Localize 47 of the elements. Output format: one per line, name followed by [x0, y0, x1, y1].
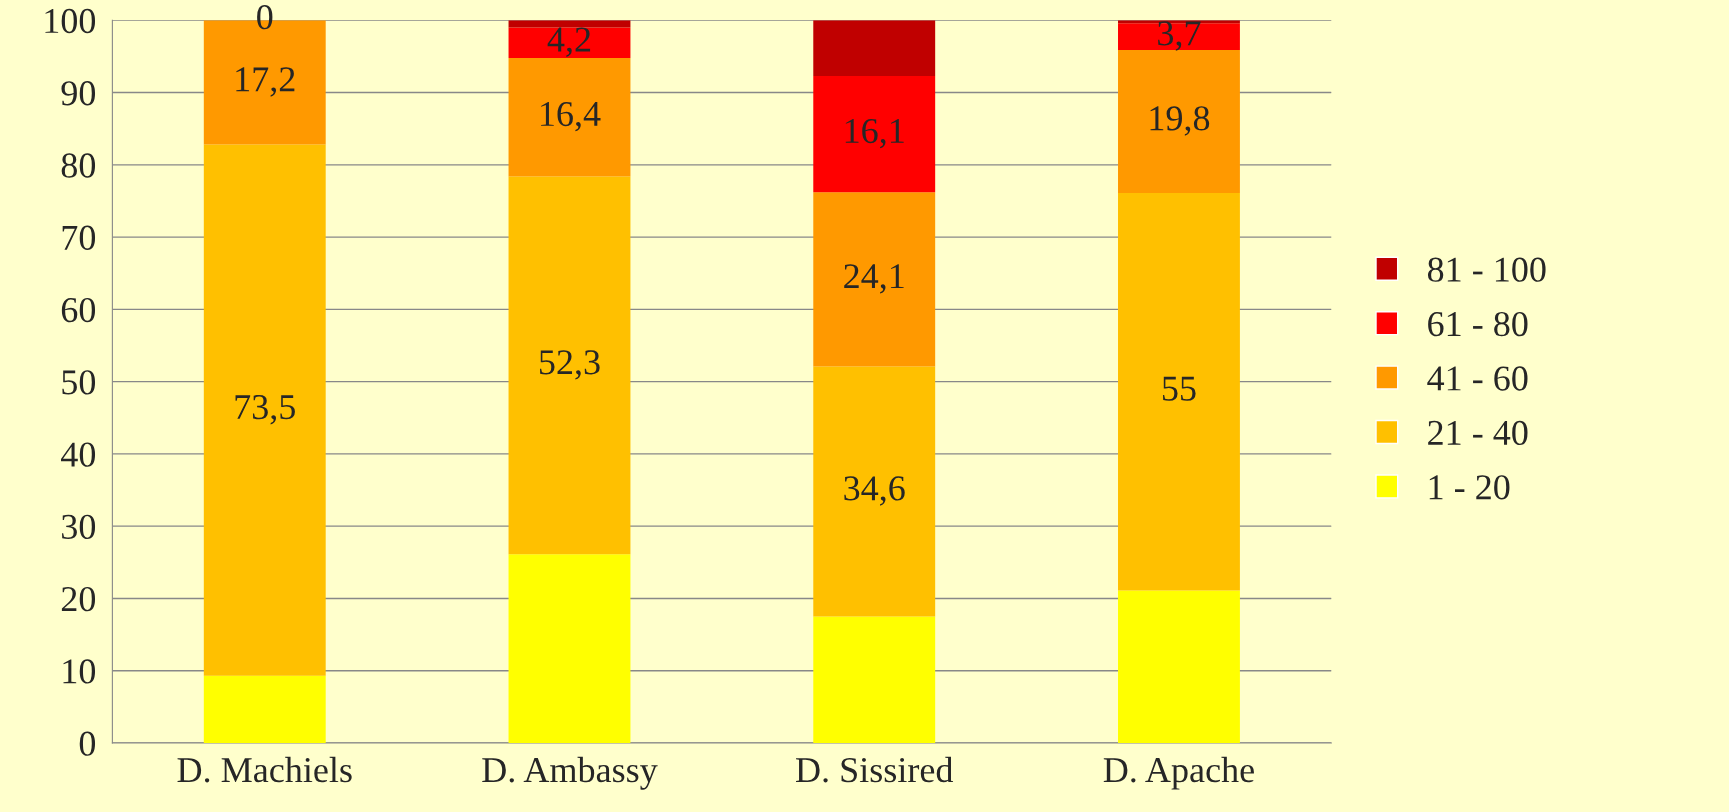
x-tick-label: D. Apache: [1103, 756, 1254, 790]
bar: [1118, 23, 1240, 50]
x-tick-label: D. Sissired: [796, 756, 954, 783]
y-tick-label: 30: [62, 514, 96, 540]
bar: [813, 20, 936, 76]
x-tick-label: D. Machiels: [177, 756, 352, 783]
legend-label: 41 - 60: [1427, 366, 1528, 391]
bar: [1118, 49, 1240, 194]
bar: [203, 675, 326, 743]
data-label: 4,2: [547, 27, 591, 57]
data-label: 24,1: [844, 264, 904, 294]
data-label: 34,6: [844, 476, 905, 506]
data-label: 16,1: [845, 118, 904, 149]
y-tick-label: 70: [62, 225, 96, 250]
bar: [813, 75, 936, 193]
bar: [813, 192, 936, 367]
bar: [1118, 193, 1240, 591]
y-tick-label: 60: [61, 297, 96, 323]
data-label: 16,4: [541, 101, 601, 132]
bar: [508, 20, 631, 28]
x-tick-label: D. Ambassy: [482, 756, 658, 790]
bar: [508, 27, 631, 58]
bar: [813, 616, 936, 743]
y-tick-label: 90: [61, 81, 96, 106]
legend-label: 21 - 40: [1428, 420, 1528, 446]
data-label: 3,7: [1158, 21, 1201, 51]
y-tick-label: 10: [63, 659, 96, 684]
bar: [203, 144, 326, 676]
data-label: 19,8: [1150, 106, 1210, 136]
bar: [508, 176, 631, 555]
bar: [1118, 590, 1240, 743]
data-label: 73,5: [235, 394, 295, 425]
data-label: 55: [1163, 376, 1196, 401]
bar: [508, 57, 631, 177]
legend-label: 61 - 80: [1428, 311, 1528, 337]
data-label: 17,2: [236, 67, 295, 97]
y-tick-label: 40: [61, 442, 96, 467]
y-tick-label: 100: [45, 8, 96, 34]
y-tick-label: 0: [79, 731, 96, 756]
legend-label: 1 - 20: [1429, 475, 1510, 500]
bar: [813, 366, 936, 617]
bar: [508, 554, 631, 743]
y-tick-label: 80: [61, 153, 96, 178]
legend-label: 81 - 100: [1427, 257, 1546, 282]
y-tick-label: 20: [61, 586, 96, 612]
data-label: 52,3: [539, 350, 600, 380]
y-tick-label: 50: [62, 370, 96, 395]
